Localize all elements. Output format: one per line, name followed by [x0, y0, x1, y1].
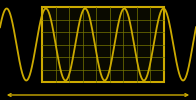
- Bar: [42, 7, 164, 82]
